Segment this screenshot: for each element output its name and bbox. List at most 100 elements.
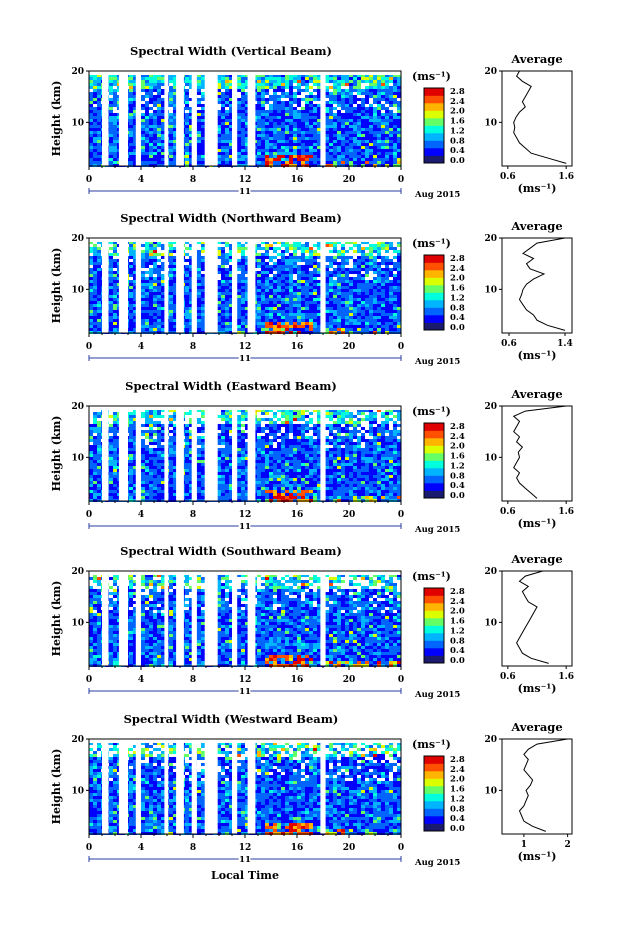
heatmap-cell <box>325 119 329 122</box>
heatmap-cell <box>201 125 205 128</box>
heatmap-cell <box>333 143 337 146</box>
heatmap-cell <box>93 158 97 161</box>
heatmap-cell <box>329 253 333 256</box>
heatmap-cell <box>357 319 361 322</box>
heatmap-cell <box>369 307 373 310</box>
heatmap-cell <box>149 265 153 268</box>
heatmap-cell <box>189 128 193 131</box>
heatmap-cell <box>337 92 341 95</box>
heatmap-cell <box>389 155 393 158</box>
heatmap-cell <box>329 104 333 107</box>
heatmap-cell <box>157 125 161 128</box>
heatmap-cell <box>277 107 281 110</box>
heatmap-cell <box>257 86 261 89</box>
heatmap-cell <box>357 125 361 128</box>
heatmap-cell <box>373 268 377 271</box>
heatmap-cell <box>341 152 345 155</box>
avg-x-axis-label: (ms⁻¹) <box>518 182 557 195</box>
heatmap-cell <box>173 140 177 143</box>
heatmap-cell <box>349 304 353 307</box>
heatmap-cell <box>225 110 229 113</box>
heatmap-cell <box>317 146 321 149</box>
heatmap-cell <box>245 137 249 140</box>
heatmap-cell <box>173 74 177 77</box>
heatmap-cell <box>257 328 261 331</box>
heatmap-cell <box>341 307 345 310</box>
heatmap-cell <box>245 316 249 319</box>
heatmap-cell <box>221 310 225 313</box>
heatmap-cell <box>141 259 145 262</box>
heatmap-cell <box>333 107 337 110</box>
heatmap-cell <box>369 104 373 107</box>
heatmap-cell <box>329 298 333 301</box>
heatmap-cell <box>357 295 361 298</box>
heatmap-cell <box>381 101 385 104</box>
heatmap-cell <box>325 310 329 313</box>
heatmap-cell <box>217 104 221 107</box>
heatmap-cell <box>173 128 177 131</box>
heatmap-cell <box>93 140 97 143</box>
heatmap-cell <box>349 77 353 80</box>
heatmap-cell <box>265 247 269 250</box>
heatmap-cell <box>377 292 381 295</box>
heatmap-cell <box>317 80 321 83</box>
heatmap-cell <box>289 134 293 137</box>
heatmap-cell <box>349 241 353 244</box>
heatmap-cell <box>281 292 285 295</box>
heatmap-cell <box>145 107 149 110</box>
heatmap-cell <box>217 247 221 250</box>
heatmap-cell <box>293 125 297 128</box>
heatmap-cell <box>113 110 117 113</box>
heatmap-cell <box>197 80 201 83</box>
heatmap-cell <box>349 113 353 116</box>
heatmap-cell <box>217 313 221 316</box>
heatmap-cell <box>197 116 201 119</box>
heatmap-cell <box>169 119 173 122</box>
heatmap-cell <box>301 134 305 137</box>
heatmap-cell <box>153 259 157 262</box>
heatmap-cell <box>201 328 205 331</box>
heatmap-cell <box>305 307 309 310</box>
heatmap-cell <box>257 110 261 113</box>
heatmap-cell <box>197 256 201 259</box>
heatmap-cell <box>133 325 137 328</box>
heatmap-cell <box>129 131 133 134</box>
heatmap-cell <box>169 131 173 134</box>
heatmap-cell <box>333 152 337 155</box>
heatmap-cell <box>129 146 133 149</box>
heatmap-cell <box>141 280 145 283</box>
heatmap-cell <box>333 137 337 140</box>
heatmap-cell <box>109 107 113 110</box>
heatmap-cell <box>317 316 321 319</box>
heatmap-cell <box>317 83 321 86</box>
heatmap-cell <box>185 244 189 247</box>
heatmap-cell <box>389 265 393 268</box>
heatmap-cell <box>345 298 349 301</box>
heatmap-cell <box>173 301 177 304</box>
heatmap-cell <box>305 119 309 122</box>
heatmap-cell <box>389 98 393 101</box>
heatmap-cell <box>289 77 293 80</box>
heatmap-cell <box>141 131 145 134</box>
heatmap-cell <box>325 259 329 262</box>
heatmap-cell <box>369 295 373 298</box>
heatmap-cell <box>377 119 381 122</box>
data-gap <box>204 71 218 166</box>
heatmap-cell <box>257 256 261 259</box>
heatmap-cell <box>361 131 365 134</box>
heatmap-cell <box>393 95 397 98</box>
heatmap-cell <box>197 274 201 277</box>
heatmap-cell <box>313 271 317 274</box>
heatmap-cell <box>337 280 341 283</box>
heatmap-cell <box>241 304 245 307</box>
heatmap-cell <box>353 241 357 244</box>
heatmap-cell <box>389 80 393 83</box>
heatmap-cell <box>297 292 301 295</box>
heatmap-cell <box>185 77 189 80</box>
heatmap-cell <box>365 325 369 328</box>
heatmap-cell <box>261 283 265 286</box>
heatmap-cell <box>305 313 309 316</box>
heatmap-cell <box>257 307 261 310</box>
heatmap-cell <box>241 325 245 328</box>
heatmap-cell <box>237 304 241 307</box>
